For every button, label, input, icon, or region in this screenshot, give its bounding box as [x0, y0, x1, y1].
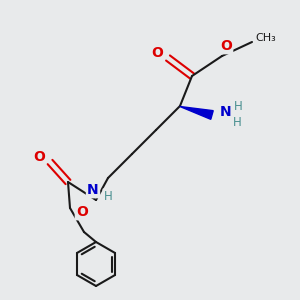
- Text: O: O: [151, 46, 163, 60]
- Text: N: N: [87, 183, 99, 197]
- Text: O: O: [220, 39, 232, 53]
- Text: CH₃: CH₃: [256, 33, 276, 43]
- Text: H: H: [103, 190, 112, 202]
- Text: O: O: [76, 205, 88, 219]
- Text: H: H: [232, 116, 242, 130]
- Text: H: H: [234, 100, 242, 113]
- Text: N: N: [220, 105, 232, 119]
- Text: O: O: [33, 150, 45, 164]
- Polygon shape: [180, 106, 213, 119]
